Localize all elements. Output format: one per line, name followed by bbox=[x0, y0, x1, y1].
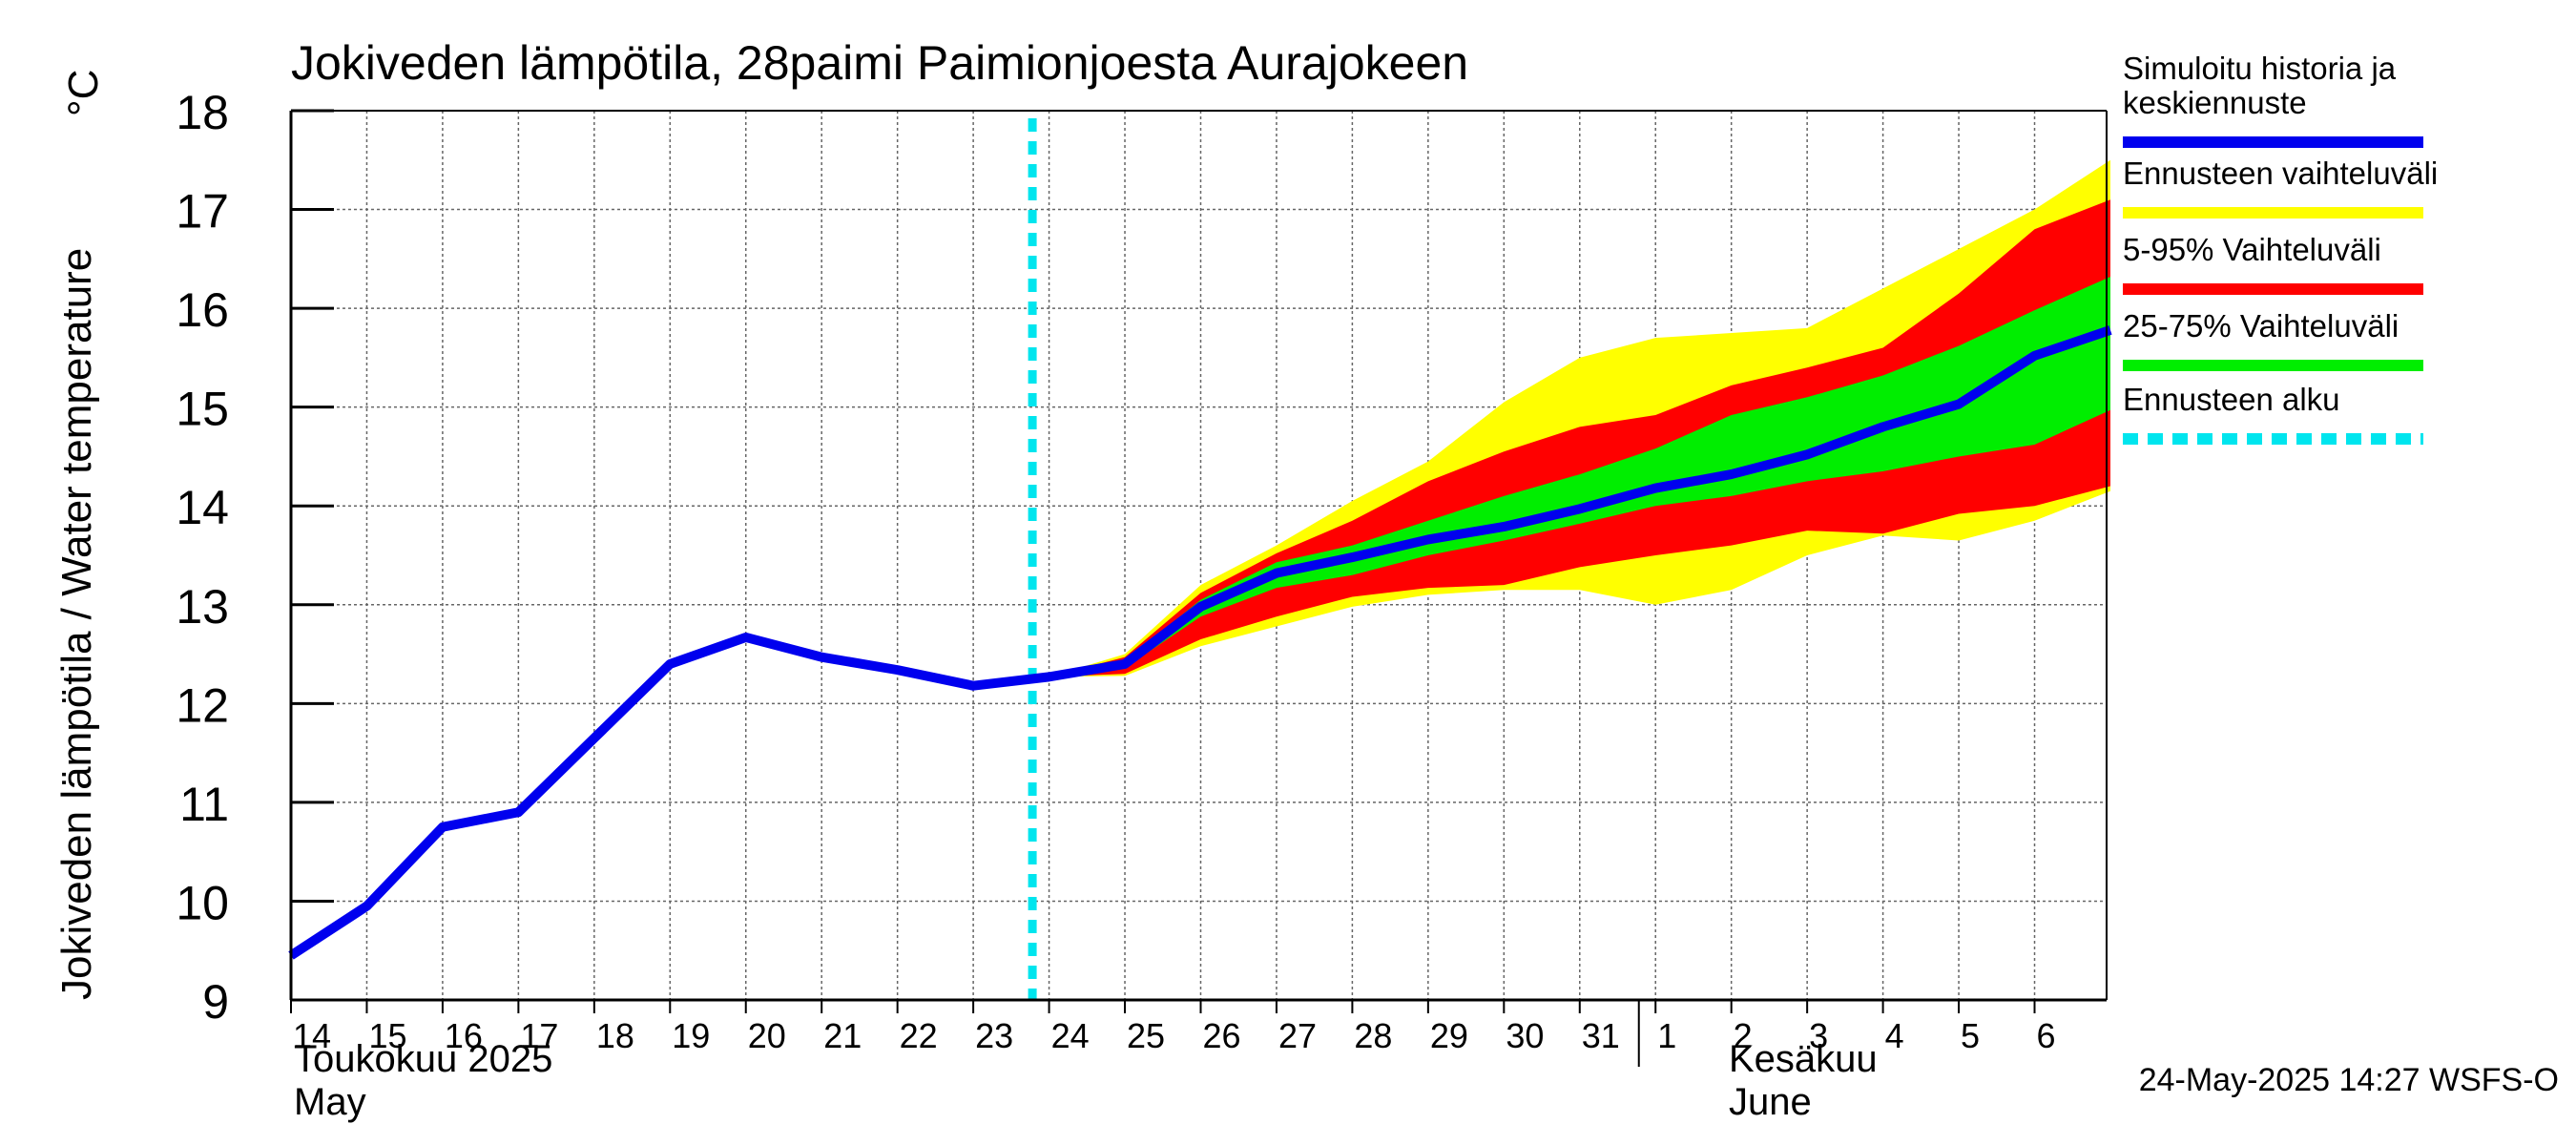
y-tick-label: 10 bbox=[176, 876, 229, 929]
x-tick-label: 4 bbox=[1885, 1016, 1904, 1055]
y-tick-label: 17 bbox=[176, 185, 229, 239]
y-tick-label: 16 bbox=[176, 283, 229, 337]
legend-label: keskiennuste bbox=[2123, 85, 2307, 120]
y-tick-label: 14 bbox=[176, 481, 229, 534]
y-axis-unit: °C bbox=[60, 70, 107, 116]
x-tick-label: 18 bbox=[596, 1016, 634, 1055]
y-tick-label: 11 bbox=[179, 778, 229, 831]
series-lines bbox=[288, 118, 2112, 1000]
x-tick-label: 31 bbox=[1582, 1016, 1620, 1055]
y-tick-label: 9 bbox=[202, 975, 229, 1029]
x-tick-label: 26 bbox=[1202, 1016, 1240, 1055]
series-line-mean bbox=[288, 325, 2112, 960]
month-label-line1: Kesäkuu bbox=[1729, 1038, 1878, 1080]
x-tick-label: 5 bbox=[1961, 1016, 1980, 1055]
x-tick-label: 30 bbox=[1506, 1016, 1544, 1055]
band-25-75-vaihteluv-li bbox=[1049, 276, 2110, 677]
forecast-bands bbox=[1049, 159, 2110, 677]
x-tick-label: 20 bbox=[748, 1016, 786, 1055]
y-axis-labels: 9 10 11 12 13 14 15 16 17 18 bbox=[176, 86, 229, 1029]
x-tick-label: 1 bbox=[1657, 1016, 1676, 1055]
month-label-line2: June bbox=[1729, 1081, 1812, 1123]
timestamp: 24-May-2025 14:27 WSFS-O bbox=[2139, 1062, 2559, 1098]
x-tick-label: 16 bbox=[445, 1016, 483, 1055]
axes bbox=[289, 109, 2108, 1067]
y-tick-label: 13 bbox=[176, 580, 229, 634]
x-tick-label: 28 bbox=[1354, 1016, 1392, 1055]
legend-label: Ennusteen alku bbox=[2123, 382, 2340, 417]
x-tick-label: 25 bbox=[1127, 1016, 1165, 1055]
legend-label: 5-95% Vaihteluväli bbox=[2123, 232, 2381, 267]
x-tick-label: 27 bbox=[1278, 1016, 1317, 1055]
y-tick-label: 18 bbox=[176, 86, 229, 139]
month-label-line2: May bbox=[294, 1081, 366, 1123]
x-tick-label: 2 bbox=[1734, 1016, 1753, 1055]
x-tick-label: 6 bbox=[2037, 1016, 2056, 1055]
y-tick-label: 15 bbox=[176, 383, 229, 436]
y-axis-label: Jokiveden lämpötila / Water temperature bbox=[53, 248, 100, 1000]
legend-label: Simuloitu historia ja bbox=[2123, 51, 2397, 86]
y-tick-label: 12 bbox=[176, 678, 229, 732]
x-tick-label: 3 bbox=[1809, 1016, 1828, 1055]
x-tick-label: 14 bbox=[293, 1016, 331, 1055]
x-tick-label: 23 bbox=[975, 1016, 1013, 1055]
legend-label: Ennusteen vaihteluväli bbox=[2123, 156, 2438, 191]
x-tick-label: 29 bbox=[1430, 1016, 1468, 1055]
month-label-line1: Toukokuu 2025 bbox=[294, 1038, 552, 1080]
x-tick-label: 22 bbox=[900, 1016, 938, 1055]
x-tick-label: 24 bbox=[1051, 1016, 1090, 1055]
x-tick-label: 15 bbox=[368, 1016, 406, 1055]
x-axis-labels: 14 15 16 17 18 19 20 21 22 23 24 25 26 27 28 29 30 31 1 2 3 4… bbox=[293, 1016, 2056, 1055]
chart-title: Jokiveden lämpötila, 28paimi Paimionjoes… bbox=[291, 36, 1468, 90]
x-tick-label: 19 bbox=[672, 1016, 710, 1055]
legend-label: 25-75% Vaihteluväli bbox=[2123, 308, 2399, 344]
x-tick-label: 21 bbox=[823, 1016, 862, 1055]
x-tick-label: 17 bbox=[520, 1016, 558, 1055]
